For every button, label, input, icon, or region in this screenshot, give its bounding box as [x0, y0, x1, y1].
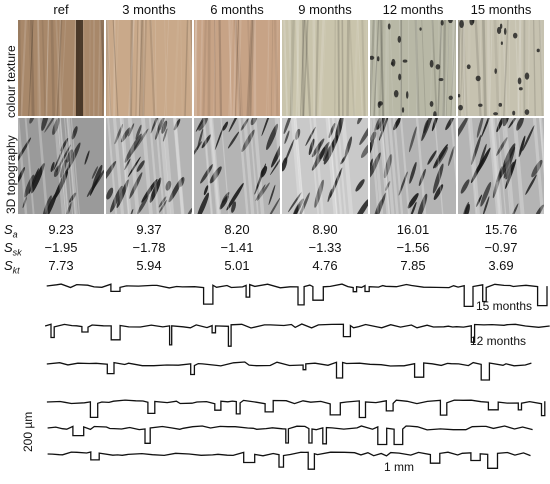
col-header-15-months: 15 months — [470, 2, 532, 17]
topography-3-months — [106, 118, 192, 214]
profile-label-15-months: 15 months — [476, 299, 533, 313]
colour-texture-12-months — [370, 20, 456, 116]
sa-9m: 8.90 — [312, 222, 338, 237]
scale-bar-vertical-label: 200 µm — [21, 411, 35, 452]
profile-6-months — [46, 399, 546, 419]
skt-ref: 7.73 — [48, 258, 74, 273]
profile-3-months — [47, 425, 533, 446]
row-label-3d-topography: 3D topography — [4, 135, 18, 214]
ssk-12m: −1.56 — [396, 240, 430, 255]
colour-texture-ref — [18, 20, 104, 116]
sa-12m: 16.01 — [396, 222, 430, 237]
skt-9m: 4.76 — [312, 258, 338, 273]
sa-3m: 9.37 — [136, 222, 162, 237]
skt-6m: 5.01 — [224, 258, 250, 273]
ssk-9m: −1.33 — [308, 240, 342, 255]
col-header-ref: ref — [53, 2, 69, 17]
col-header-6-months: 6 months — [210, 2, 264, 17]
topography-ref — [18, 118, 104, 214]
col-header-12-months: 12 months — [382, 2, 444, 17]
profile-label-12-months: 12 months — [470, 334, 527, 348]
ssk-15m: −0.97 — [484, 240, 518, 255]
metric-label-skt: Skt — [4, 258, 20, 276]
col-header-9-months: 9 months — [298, 2, 352, 17]
row-label-colour-texture: colour texture — [4, 45, 18, 118]
metric-label-sa: Sa — [4, 222, 18, 240]
sa-15m: 15.76 — [484, 222, 518, 237]
col-header-3-months: 3 months — [122, 2, 176, 17]
ssk-3m: −1.78 — [132, 240, 166, 255]
surface-profiles — [44, 283, 550, 470]
metric-label-ssk: Ssk — [4, 240, 22, 258]
colour-texture-6-months — [194, 20, 280, 116]
profile-12-months — [44, 323, 550, 347]
topography-9-months — [282, 118, 368, 214]
colour-texture-9-months — [282, 20, 368, 116]
skt-12m: 7.85 — [400, 258, 426, 273]
ssk-ref: −1.95 — [44, 240, 78, 255]
skt-3m: 5.94 — [136, 258, 162, 273]
topography-12-months — [370, 118, 456, 214]
skt-15m: 3.69 — [488, 258, 514, 273]
profile-9-months — [46, 361, 532, 381]
sa-ref: 9.23 — [48, 222, 74, 237]
ssk-6m: −1.41 — [220, 240, 254, 255]
sa-6m: 8.20 — [224, 222, 250, 237]
colour-texture-3-months — [106, 20, 192, 116]
scale-bar-horizontal-label: 1 mm — [384, 460, 414, 474]
colour-texture-15-months — [458, 20, 544, 116]
topography-6-months — [194, 118, 280, 214]
profile-15-months — [46, 283, 548, 308]
topography-15-months — [458, 118, 544, 214]
profile-ref — [47, 451, 531, 470]
